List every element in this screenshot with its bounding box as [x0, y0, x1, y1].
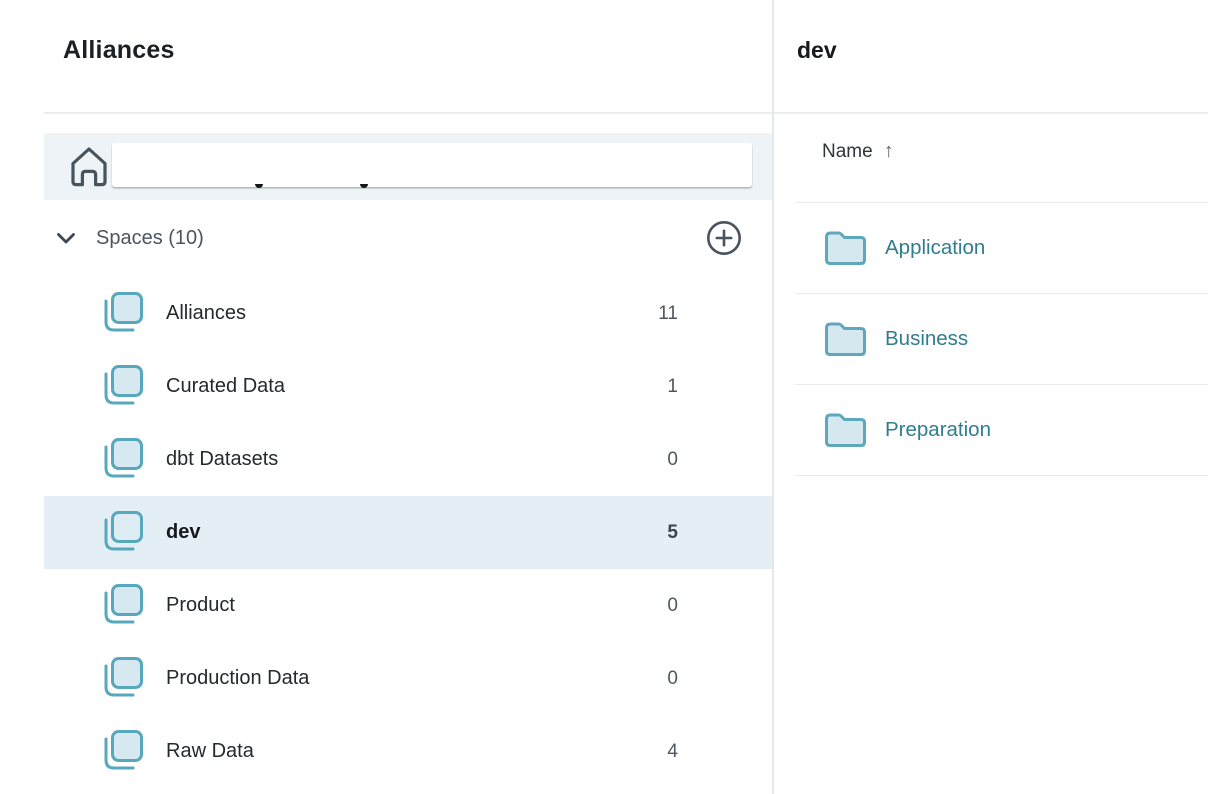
sidebar-item-count: 0	[667, 448, 678, 470]
sidebar-item-count: 4	[667, 740, 678, 762]
folder-row-business[interactable]: Business	[795, 294, 1208, 385]
sidebar-item-count: 5	[667, 521, 678, 543]
sidebar-item-product[interactable]: Product 0	[44, 569, 772, 642]
sidebar-item-count: 11	[658, 302, 678, 324]
space-icon	[103, 437, 145, 482]
spaces-list: Alliances 11 Curated Data 1	[44, 277, 772, 788]
sidebar-item-count: 0	[667, 667, 678, 689]
sidebar-item-label: Product	[166, 594, 235, 616]
redacted-text-overlay	[112, 143, 752, 187]
text-descender-artifact	[360, 184, 368, 188]
home-row[interactable]	[44, 133, 772, 200]
folder-name[interactable]: Application	[885, 236, 986, 259]
home-icon	[71, 147, 107, 187]
space-icon	[103, 510, 145, 555]
sidebar-item-label: Alliances	[166, 302, 247, 324]
plus-circle-icon	[707, 221, 741, 255]
folder-icon	[823, 228, 868, 268]
folder-name[interactable]: Preparation	[885, 418, 991, 441]
sidebar-item-dev[interactable]: dev 5	[44, 496, 772, 569]
sidebar-item-production-data[interactable]: Production Data 0	[44, 642, 772, 715]
main-panel: dev Name ↑ Application	[774, 0, 1208, 794]
sidebar-item-count: 1	[667, 375, 678, 397]
sidebar: Alliances Spaces (10)	[44, 36, 772, 788]
spaces-section-header[interactable]: Spaces (10)	[44, 214, 772, 262]
name-column-label: Name	[822, 140, 873, 162]
sidebar-title: Alliances	[63, 36, 175, 64]
sidebar-item-raw-data[interactable]: Raw Data 4	[44, 715, 772, 788]
folder-row-application[interactable]: Application	[795, 203, 1208, 294]
sidebar-item-label: dev	[166, 521, 201, 543]
sidebar-divider	[44, 112, 772, 114]
panel-divider	[772, 0, 774, 794]
text-descender-artifact	[255, 184, 263, 188]
sidebar-item-alliances[interactable]: Alliances 11	[44, 277, 772, 350]
space-icon	[103, 291, 145, 336]
sidebar-item-label: Production Data	[166, 667, 310, 689]
page-title: dev	[797, 37, 837, 63]
sidebar-item-label: Raw Data	[166, 740, 254, 762]
add-space-button[interactable]	[705, 219, 743, 257]
main-header-divider	[774, 112, 1208, 114]
sort-ascending-icon: ↑	[883, 140, 894, 162]
folder-name[interactable]: Business	[885, 327, 969, 350]
chevron-down-icon[interactable]	[56, 231, 76, 246]
sidebar-item-label: dbt Datasets	[166, 448, 279, 470]
folder-row-preparation[interactable]: Preparation	[795, 385, 1208, 476]
sidebar-item-curated-data[interactable]: Curated Data 1	[44, 350, 772, 423]
sidebar-item-dbt-datasets[interactable]: dbt Datasets 0	[44, 423, 772, 496]
folder-table: Application Business Preparation	[795, 202, 1208, 476]
spaces-section-label: Spaces (10)	[96, 226, 204, 249]
sidebar-item-label: Curated Data	[166, 375, 285, 397]
name-column-header[interactable]: Name ↑	[822, 140, 894, 163]
space-icon	[103, 729, 145, 774]
folder-icon	[823, 319, 868, 359]
folder-icon	[823, 410, 868, 450]
space-icon	[103, 656, 145, 701]
space-icon	[103, 364, 145, 409]
space-icon	[103, 583, 145, 628]
sidebar-item-count: 0	[667, 594, 678, 616]
